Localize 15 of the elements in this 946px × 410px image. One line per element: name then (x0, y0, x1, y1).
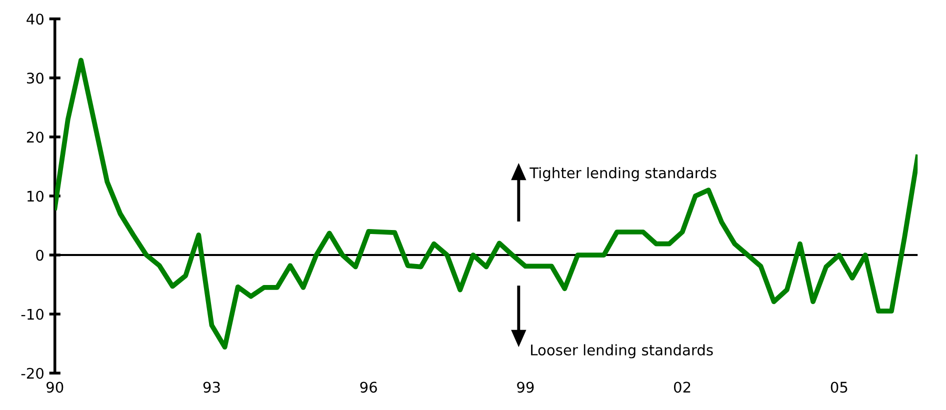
x-tick-label: 05 (830, 382, 848, 393)
y-tick-label: 10 (27, 190, 44, 202)
y-tick-label: -20 (21, 368, 44, 379)
x-tick-label: 90 (46, 382, 64, 393)
x-tick-label: 93 (203, 382, 220, 393)
x-tick-label: 99 (517, 382, 534, 393)
x-tick-label: 96 (360, 382, 377, 393)
x-tick-label: 02 (674, 382, 690, 393)
y-tick-label: 20 (26, 132, 44, 143)
y-tick-label: -10 (21, 308, 44, 320)
y-tick-label: 30 (27, 72, 44, 84)
annotation: Looser lending standards (531, 344, 713, 358)
y-tick-label: 40 (26, 14, 44, 25)
y-tick-label: 0 (36, 250, 44, 261)
annotation: Tighter lending standards (530, 167, 716, 182)
